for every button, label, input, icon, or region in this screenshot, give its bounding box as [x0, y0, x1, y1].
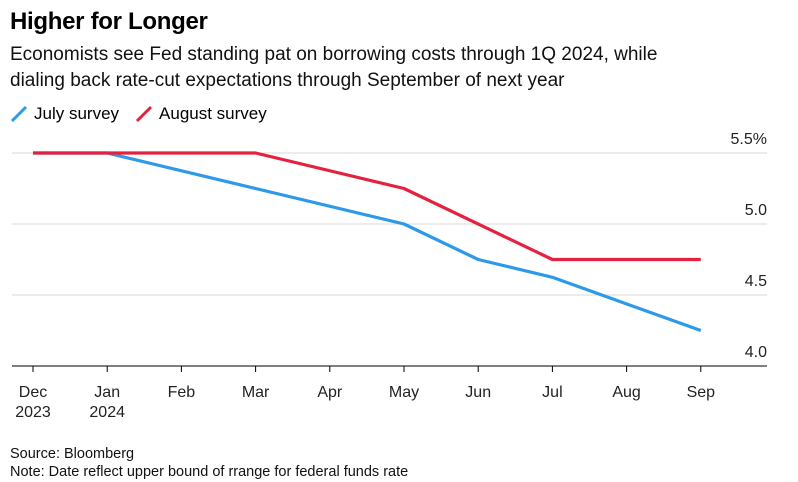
subtitle-line-2: dialing back rate-cut expectations throu…	[10, 70, 565, 91]
subtitle-line-1: Economists see Fed standing pat on borro…	[10, 44, 658, 65]
series-lines	[33, 151, 702, 333]
chart-footer: Source: Bloomberg Note: Date reflect upp…	[10, 445, 408, 481]
legend-label-july: July survey	[34, 104, 120, 123]
series-line-august-survey	[33, 151, 701, 262]
y-tick-label: 5.5%	[731, 131, 767, 148]
y-tick-label: 4.0	[745, 344, 767, 361]
y-tick-label: 5.0	[745, 202, 767, 219]
x-tick-label: Jun	[465, 384, 491, 401]
legend-label-august: August survey	[159, 104, 267, 123]
x-tick-label: 2024	[89, 404, 125, 421]
chart-legend: July survey August survey	[10, 103, 283, 125]
y-tick-label: 4.5	[745, 273, 767, 290]
y-axis-ticks: 4.0 4.5 5.0 5.5%	[731, 131, 768, 361]
x-tick-label: Feb	[168, 384, 196, 401]
chart-title: Higher for Longer	[10, 8, 208, 35]
legend-item-august: August survey	[135, 104, 267, 124]
footnote: Note: Date reflect upper bound of rrange…	[10, 464, 409, 480]
x-tick-label: Apr	[317, 384, 343, 401]
legend-swatch-august	[135, 105, 153, 123]
x-tick-label: Jan	[94, 384, 120, 401]
x-axis: Dec 2023 Jan 2024 Feb Mar Apr May Jun Jul Aug Sep	[12, 365, 767, 421]
legend-swatch-august-line	[135, 105, 153, 123]
legend-item-july: July survey	[10, 104, 119, 124]
chart-subtitle: Economists see Fed standing pat on borro…	[10, 42, 790, 94]
legend-swatch-july	[10, 105, 28, 123]
x-tick-label: Sep	[687, 384, 716, 401]
x-tick-label: May	[389, 384, 419, 401]
x-tick-label: 2023	[15, 404, 51, 421]
x-tick-label: Mar	[242, 384, 270, 401]
source-note: Source: Bloomberg	[10, 446, 135, 462]
gridlines	[12, 152, 767, 296]
x-tick-label: Dec	[19, 384, 47, 401]
legend-swatch-july-line	[10, 105, 28, 123]
x-tick-label: Jul	[542, 384, 562, 401]
x-tick-label: Aug	[612, 384, 640, 401]
